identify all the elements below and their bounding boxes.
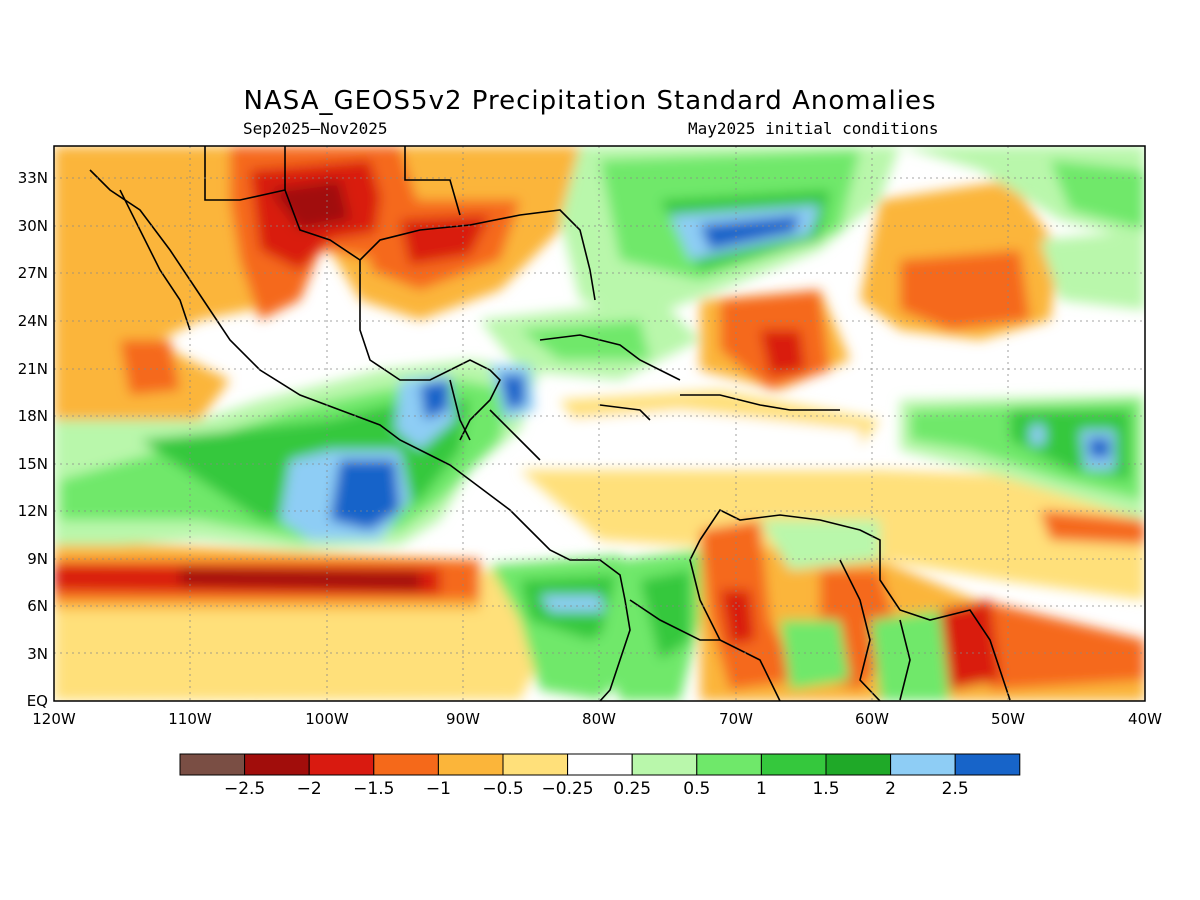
lat-axis: EQ 3N 6N 9N 12N 15N 18N 21N 24N 27N 30N … bbox=[18, 169, 48, 710]
anomaly-field bbox=[54, 146, 1145, 701]
lat-tick-label: 30N bbox=[18, 217, 48, 235]
gridlines bbox=[54, 146, 1145, 701]
lat-tick-label: 15N bbox=[18, 455, 48, 473]
initial-conditions: May2025 initial conditions bbox=[688, 119, 939, 138]
colorbar-swatch bbox=[954, 753, 1021, 776]
colorbar-label: 1 bbox=[756, 779, 767, 799]
colorbar-label: 0.5 bbox=[683, 779, 710, 799]
colorbar-swatch bbox=[696, 753, 762, 776]
colorbar-swatch bbox=[631, 753, 698, 776]
colorbar-label: −0.5 bbox=[482, 779, 523, 799]
colorbar-swatch bbox=[502, 753, 569, 776]
lon-tick-label: 40W bbox=[1128, 710, 1162, 728]
colorbar-swatch bbox=[179, 753, 246, 776]
colorbar-swatch bbox=[244, 753, 310, 776]
lon-tick-label: 110W bbox=[168, 710, 212, 728]
colorbar-label: 0.25 bbox=[613, 779, 651, 799]
colorbar-swatch bbox=[437, 753, 504, 776]
lat-tick-label: 3N bbox=[27, 645, 48, 663]
lat-tick-label: 21N bbox=[18, 360, 48, 378]
colorbar-label: 1.5 bbox=[812, 779, 839, 799]
colorbar-swatch bbox=[373, 753, 439, 776]
lat-tick-label: 33N bbox=[18, 169, 48, 187]
coastlines bbox=[89, 146, 1011, 701]
lat-tick-label: EQ bbox=[27, 692, 48, 710]
colorbar-swatch bbox=[760, 753, 827, 776]
map-title: NASA_GEOS5v2 Precipitation Standard Anom… bbox=[243, 86, 937, 116]
lat-tick-label: 18N bbox=[18, 407, 48, 425]
lon-tick-label: 90W bbox=[446, 710, 480, 728]
lat-tick-label: 6N bbox=[27, 597, 48, 615]
colorbar-label: −1 bbox=[426, 779, 451, 799]
lon-tick-label: 50W bbox=[991, 710, 1025, 728]
lon-tick-label: 80W bbox=[582, 710, 616, 728]
colorbar-label: −2.5 bbox=[224, 779, 265, 799]
colorbar-swatch bbox=[825, 753, 892, 776]
colorbar-label: 2 bbox=[885, 779, 896, 799]
lon-tick-label: 70W bbox=[719, 710, 753, 728]
lat-tick-label: 9N bbox=[27, 550, 48, 568]
lon-axis: 120W 110W 100W 90W 80W 70W 60W 50W 40W bbox=[32, 710, 1162, 728]
plot-frame bbox=[53, 145, 1146, 702]
colorbar-label: −0.25 bbox=[542, 779, 594, 799]
lon-tick-label: 100W bbox=[305, 710, 349, 728]
forecast-period: Sep2025–Nov2025 bbox=[243, 119, 388, 138]
colorbar-label: −1.5 bbox=[353, 779, 394, 799]
lon-tick-label: 120W bbox=[32, 710, 76, 728]
lat-tick-label: 12N bbox=[18, 502, 48, 520]
colorbar-swatch bbox=[890, 753, 956, 776]
lat-tick-label: 27N bbox=[18, 264, 48, 282]
lon-tick-label: 60W bbox=[855, 710, 889, 728]
lat-tick-label: 24N bbox=[18, 312, 48, 330]
colorbar-label: 2.5 bbox=[942, 779, 969, 799]
colorbar-swatch bbox=[308, 753, 375, 776]
colorbar-label: −2 bbox=[297, 779, 322, 799]
colorbar: −2.5 −2 −1.5 −1 −0.5 −0.25 0.25 0.5 1 1.5 2 2.5 bbox=[179, 753, 1021, 799]
colorbar-swatch bbox=[567, 753, 633, 776]
